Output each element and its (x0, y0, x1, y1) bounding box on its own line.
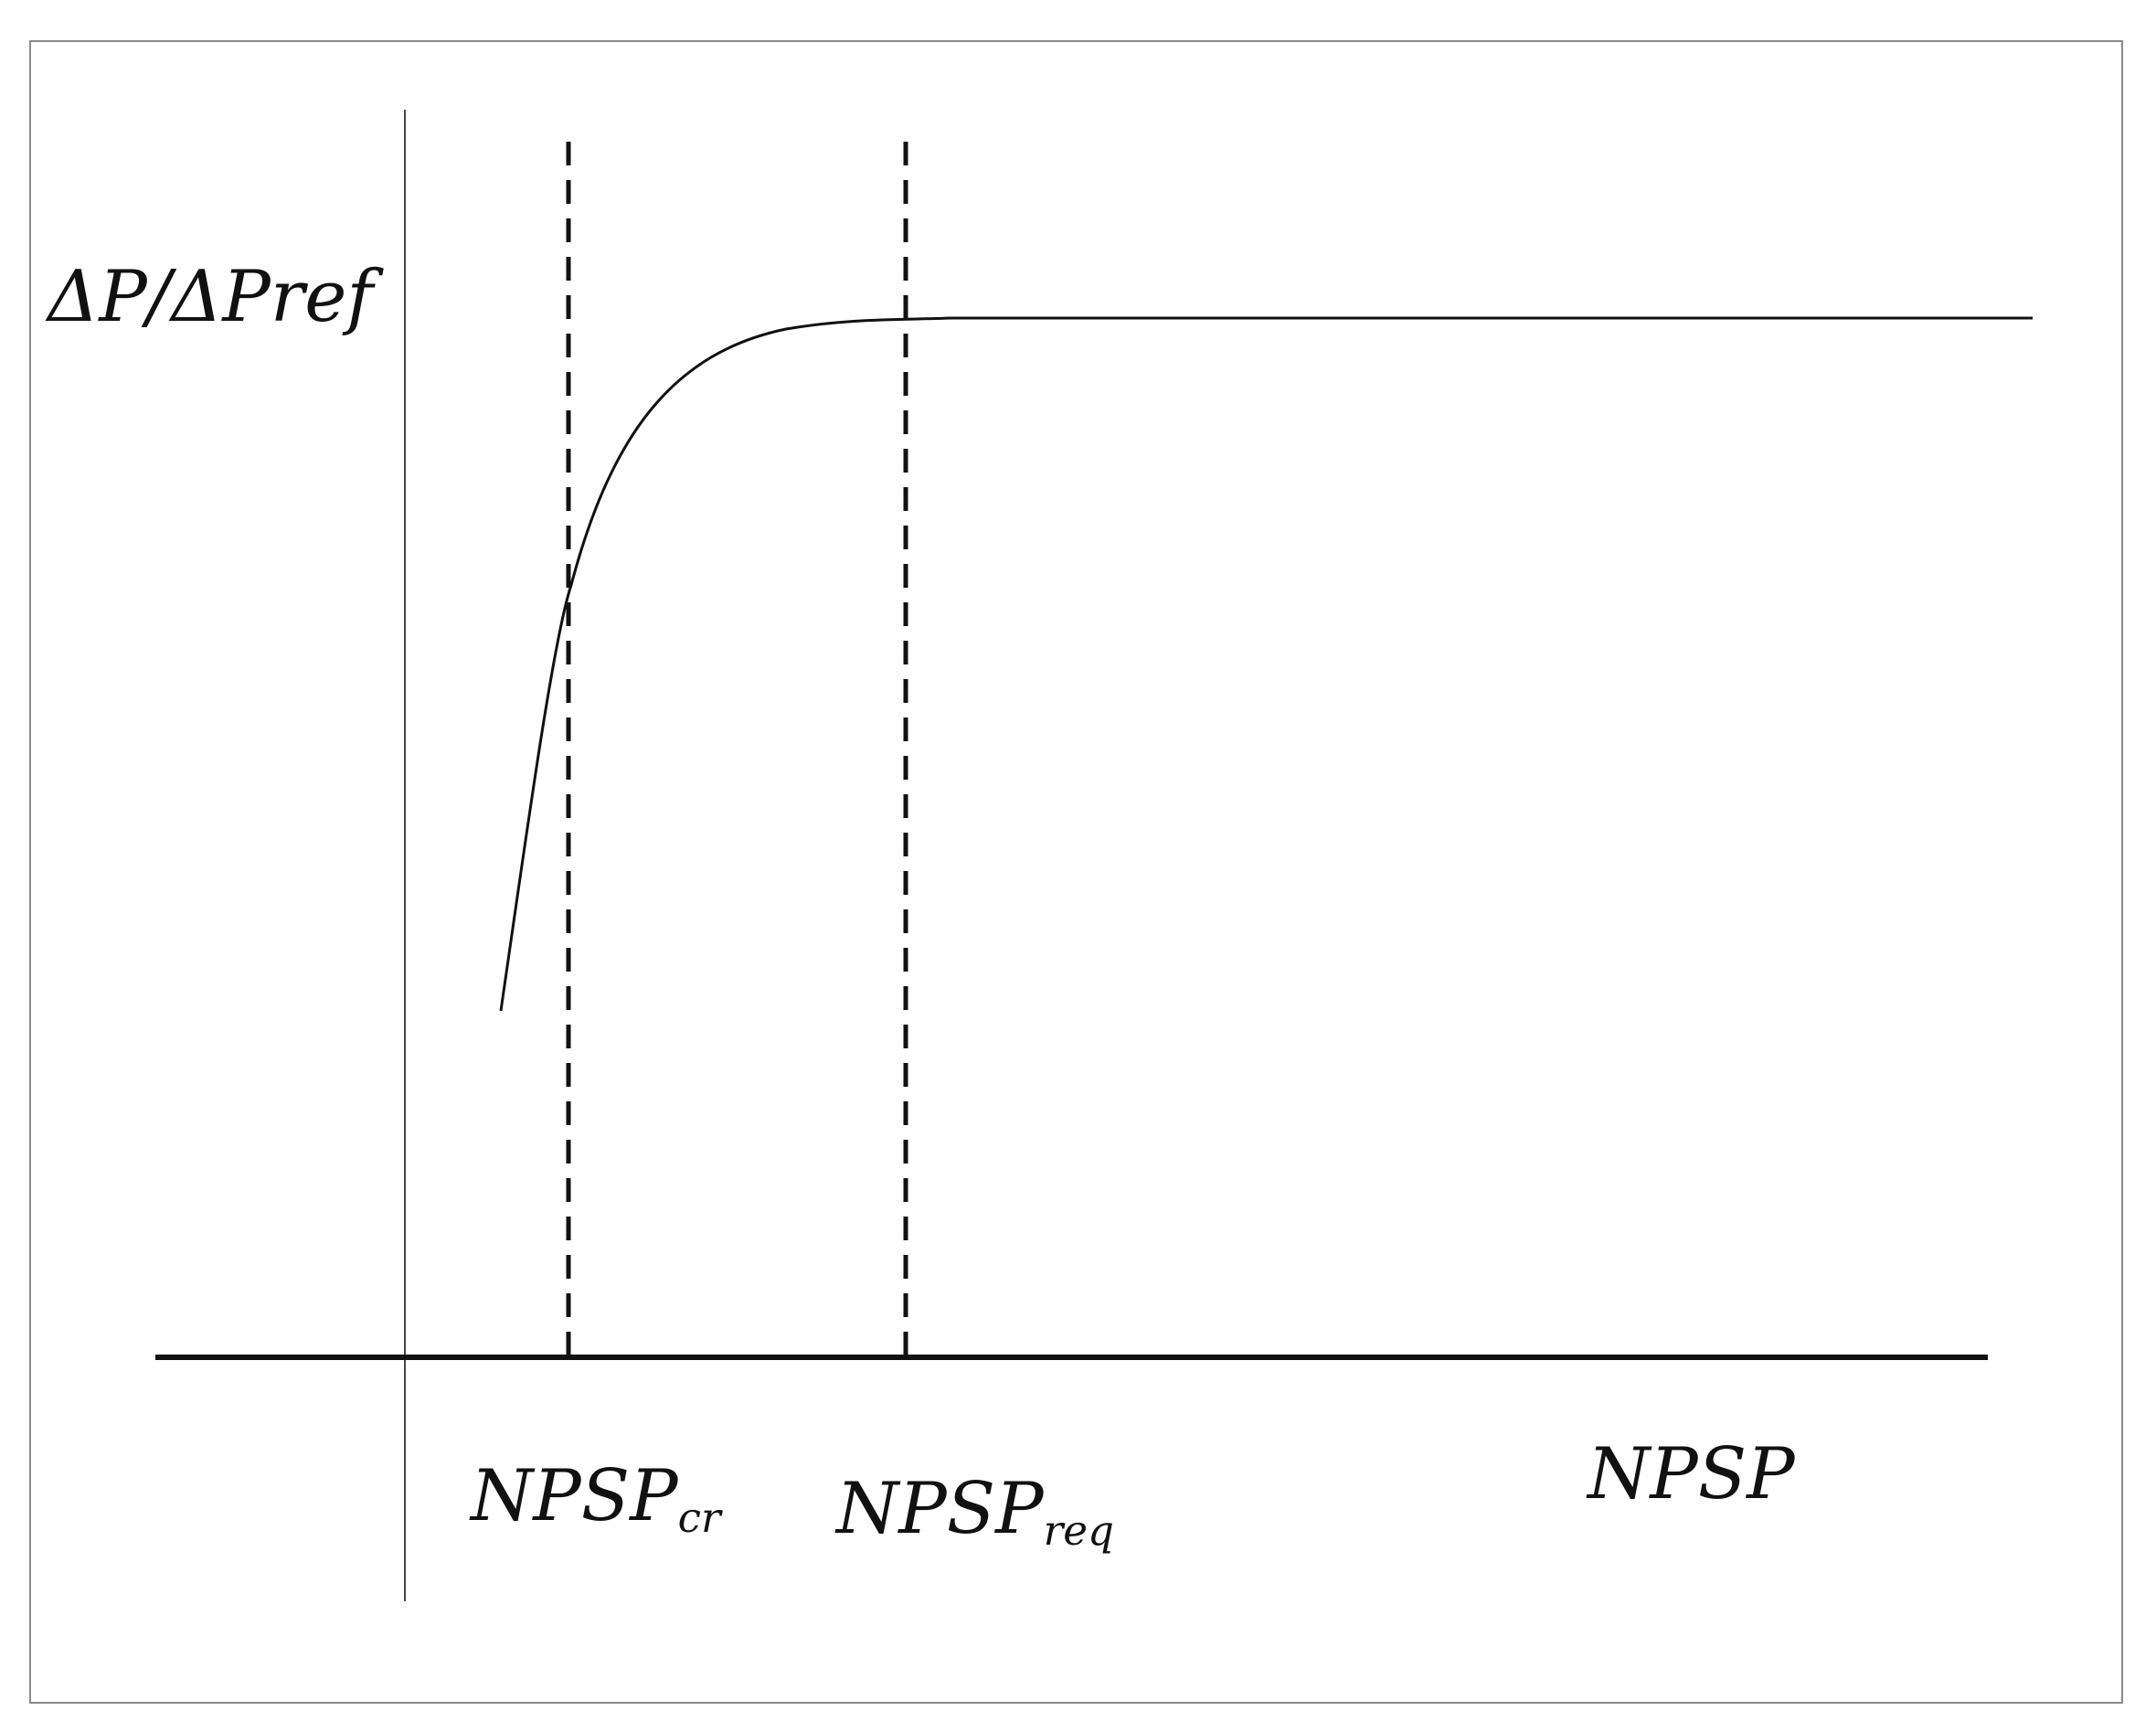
x-axis-label: NPSP (1588, 1433, 1795, 1515)
npsp-cr-label-base: NPSP (471, 1455, 678, 1537)
y-axis-label: ΔP/ΔPref (48, 256, 374, 338)
figure-frame (29, 40, 2123, 1704)
npsp-req-label-subscript: req (1043, 1505, 1115, 1555)
npsp-req-label: NPSPreq (836, 1473, 1114, 1551)
npsp-cr-label: NPSPcr (471, 1461, 721, 1538)
npsp-cr-label-subscript: cr (677, 1493, 721, 1542)
npsp-req-label-base: NPSP (836, 1468, 1044, 1550)
pressure-ratio-curve (499, 315, 2034, 1012)
